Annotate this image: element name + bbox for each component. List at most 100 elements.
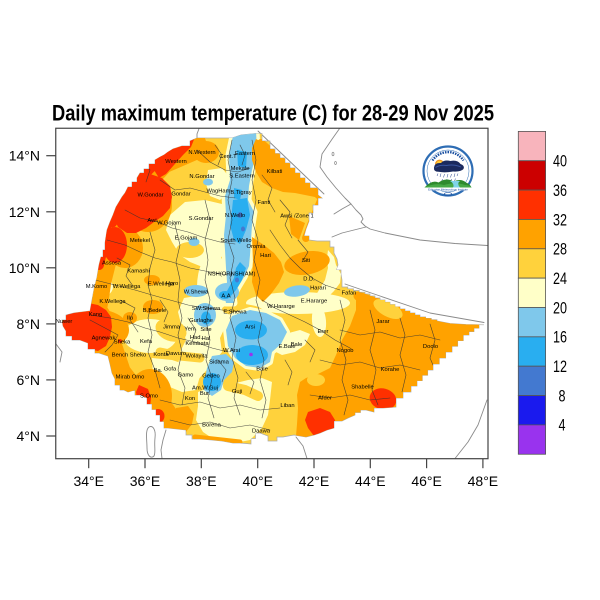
svg-text:6°N: 6°N	[17, 372, 41, 388]
svg-text:4°N: 4°N	[17, 428, 41, 444]
svg-text:N.Wello: N.Wello	[225, 213, 245, 219]
svg-text:Kembata: Kembata	[185, 341, 209, 347]
svg-text:Had.: Had.	[190, 335, 203, 341]
svg-text:Gofa: Gofa	[164, 367, 177, 373]
svg-text:Bur.: Bur.	[200, 391, 211, 397]
svg-text:24: 24	[553, 270, 567, 288]
svg-text:B.Bedele: B.Bedele	[143, 308, 167, 314]
svg-text:N.Western: N.Western	[188, 150, 215, 156]
svg-text:Agnewak: Agnewak	[92, 335, 116, 341]
svg-text:Gurlaghe: Gurlaghe	[189, 318, 213, 324]
svg-text:B.Tigray: B.Tigray	[230, 190, 251, 196]
svg-text:14°N: 14°N	[9, 148, 40, 164]
svg-text:Shabelle: Shabelle	[351, 385, 374, 391]
svg-text:D.D.: D.D.	[303, 277, 315, 283]
svg-text:48°E: 48°E	[468, 473, 499, 489]
svg-text:Konta: Konta	[153, 352, 169, 358]
svg-text:Liban: Liban	[280, 403, 294, 409]
svg-text:10°N: 10°N	[9, 260, 40, 276]
svg-text:Kon: Kon	[185, 396, 195, 402]
svg-text:Arsi: Arsi	[245, 325, 255, 331]
svg-text:Hari: Hari	[260, 253, 271, 259]
svg-text:Cent.T: Cent.T	[219, 154, 237, 160]
svg-text:Afder: Afder	[318, 396, 332, 402]
svg-text:S.Omo: S.Omo	[140, 394, 158, 400]
svg-text:42°E: 42°E	[299, 473, 330, 489]
svg-text:Bench Sheko: Bench Sheko	[112, 353, 146, 359]
svg-text:8°N: 8°N	[17, 316, 41, 332]
svg-text:E.Shewa: E.Shewa	[223, 310, 247, 316]
svg-text:Yem: Yem	[184, 327, 196, 333]
svg-text:4: 4	[559, 417, 566, 435]
svg-text:NSH(OR): NSH(OR)	[208, 272, 233, 278]
svg-text:WagHam: WagHam	[207, 189, 231, 195]
svg-text:Daily maximum temperature (C): Daily maximum temperature (C) for 28-29 …	[52, 101, 494, 126]
svg-text:Daawa: Daawa	[252, 429, 271, 435]
svg-text:Jimma: Jimma	[163, 325, 181, 331]
svg-text:20: 20	[553, 299, 567, 317]
svg-text:Am.W.Guj: Am.W.Guj	[192, 385, 218, 391]
svg-text:Siti: Siti	[302, 258, 310, 264]
svg-text:W.Gondar: W.Gondar	[137, 193, 163, 199]
svg-text:Sidama: Sidama	[209, 360, 229, 366]
svg-text:W.Gojam: W.Gojam	[157, 221, 181, 227]
svg-text:Kamashi: Kamashi	[127, 268, 150, 274]
svg-text:South Wello: South Wello	[220, 238, 251, 244]
svg-text:Bale: Bale	[291, 342, 303, 348]
svg-text:Mirab Omo: Mirab Omo	[116, 374, 145, 380]
svg-text:46°E: 46°E	[411, 473, 442, 489]
svg-text:Kilbati: Kilbati	[267, 169, 283, 175]
svg-text:Oromia: Oromia	[246, 244, 266, 250]
svg-text:34°E: 34°E	[73, 473, 104, 489]
svg-text:Jarar: Jarar	[376, 319, 389, 325]
svg-text:36°E: 36°E	[130, 473, 161, 489]
svg-text:W.Arsi: W.Arsi	[223, 348, 240, 354]
svg-text:Doolo: Doolo	[423, 344, 438, 350]
svg-text:Korahe: Korahe	[381, 367, 400, 373]
svg-text:Silte: Silte	[200, 327, 211, 333]
svg-text:Eastern: Eastern	[235, 151, 255, 157]
svg-text:Gondar: Gondar	[171, 192, 190, 198]
svg-text:SW.Shewa: SW.Shewa	[192, 306, 221, 312]
svg-text:Gedeo: Gedeo	[202, 374, 219, 380]
svg-text:N.Gondar: N.Gondar	[189, 174, 214, 180]
svg-text:W.Hararge: W.Hararge	[267, 304, 295, 310]
svg-text:16: 16	[553, 329, 567, 347]
svg-text:Dawuro: Dawuro	[166, 351, 186, 357]
svg-text:Wolayita: Wolayita	[185, 354, 208, 360]
svg-text:8: 8	[559, 387, 566, 405]
svg-text:Bale: Bale	[256, 367, 268, 373]
svg-text:Awi: Awi	[147, 218, 156, 224]
svg-text:Kefa: Kefa	[140, 339, 153, 345]
svg-text:40: 40	[553, 153, 567, 171]
svg-text:32: 32	[553, 211, 567, 229]
svg-text:W.Wellega: W.Wellega	[113, 284, 141, 290]
svg-text:Gamo: Gamo	[178, 373, 194, 379]
svg-text:Mekale: Mekale	[231, 166, 250, 172]
svg-text:Erer: Erer	[318, 329, 329, 335]
svg-text:W.Shewa: W.Shewa	[184, 290, 209, 296]
svg-text:12°N: 12°N	[9, 204, 40, 220]
svg-text:S.Eastern: S.Eastern	[229, 174, 254, 180]
svg-text:Metekel: Metekel	[130, 238, 150, 244]
svg-text:A.A: A.A	[221, 294, 230, 300]
svg-text:Guji: Guji	[232, 389, 242, 395]
svg-text:Nogob: Nogob	[336, 348, 353, 354]
svg-text:Western: Western	[165, 159, 186, 165]
svg-text:Ethiopian Meteorology Institut: Ethiopian Meteorology Institute	[428, 187, 468, 191]
svg-text:M.Komo: M.Komo	[86, 284, 108, 290]
svg-text:Hal: Hal	[202, 336, 211, 342]
svg-text:E.Bale: E.Bale	[278, 344, 295, 350]
svg-text:Assosa: Assosa	[102, 261, 122, 267]
svg-text:NSH(AM): NSH(AM)	[231, 272, 256, 278]
svg-text:36: 36	[553, 182, 567, 200]
svg-text:Fanti: Fanti	[258, 200, 271, 206]
svg-text:12: 12	[553, 358, 567, 376]
svg-text:K.Wellega: K.Wellega	[99, 299, 126, 305]
svg-text:Borena: Borena	[202, 423, 221, 429]
svg-text:Horo: Horo	[166, 281, 179, 287]
svg-text:Sheka: Sheka	[114, 340, 131, 346]
svg-text:38°E: 38°E	[186, 473, 217, 489]
svg-text:E.Hararge: E.Hararge	[301, 299, 327, 305]
svg-text:E.Gojam: E.Gojam	[175, 236, 198, 242]
